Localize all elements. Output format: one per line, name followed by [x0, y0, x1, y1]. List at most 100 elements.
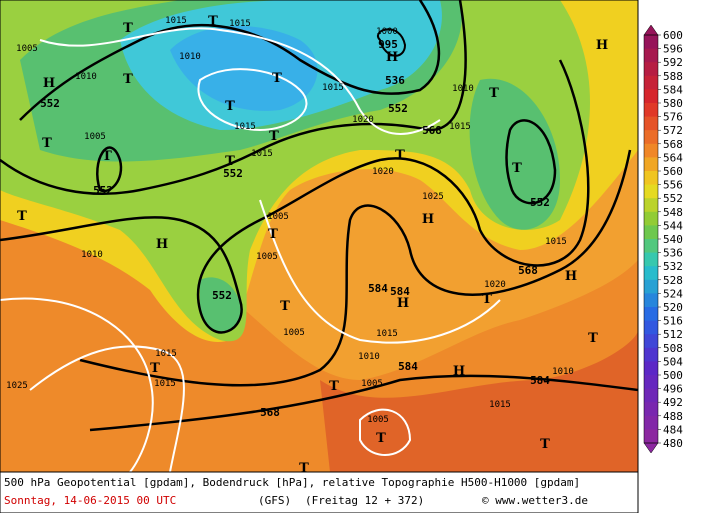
- color-scale-label: 488: [663, 410, 683, 423]
- color-scale-label: 592: [663, 56, 683, 69]
- pressure-contour-label: 1015: [154, 379, 176, 389]
- pressure-contour-label: 1015: [545, 237, 567, 247]
- height-contour-label: 552: [530, 196, 550, 209]
- pressure-contour-label: 1005: [256, 252, 278, 262]
- color-scale-label: 576: [663, 111, 683, 124]
- color-scale-label: 580: [663, 97, 683, 110]
- pressure-center: T: [225, 99, 235, 114]
- color-scale-label: 584: [663, 83, 683, 96]
- color-scale-label: 536: [663, 247, 683, 260]
- color-scale-step: [644, 239, 658, 254]
- pressure-center: T: [540, 437, 550, 452]
- pressure-contour-label: 1010: [75, 72, 97, 82]
- color-scale-step: [644, 157, 658, 172]
- pressure-center: T: [17, 209, 27, 224]
- footer-run: (Freitag 12 + 372): [305, 494, 424, 507]
- pressure-contour-label: 1015: [489, 400, 511, 410]
- height-contour-label: 552: [93, 184, 113, 197]
- pressure-center: H: [397, 296, 409, 311]
- height-contour-label: 552: [40, 97, 60, 110]
- pressure-contour-label: 1015: [165, 16, 187, 26]
- color-scale-label: 504: [663, 355, 683, 368]
- pressure-center: H: [453, 364, 465, 379]
- pressure-contour-label: 1010: [81, 250, 103, 260]
- pressure-center: T: [102, 149, 112, 164]
- footer-model: (GFS): [258, 494, 291, 507]
- color-scale-step: [644, 62, 658, 77]
- height-contour-label: 584: [368, 282, 388, 295]
- pressure-contour-label: 1005: [361, 379, 383, 389]
- pressure-center: H: [422, 212, 434, 227]
- pressure-contour-label: 1005: [84, 132, 106, 142]
- pressure-center: H: [156, 237, 168, 252]
- pressure-center: T: [269, 129, 279, 144]
- color-scale-step: [644, 307, 658, 322]
- height-contour-label: 536: [385, 74, 405, 87]
- color-scale-step: [644, 361, 658, 376]
- color-scale-label: 516: [663, 315, 683, 328]
- color-scale-label: 572: [663, 124, 683, 137]
- pressure-contour-label: 1020: [484, 280, 506, 290]
- height-contour-label: 995: [378, 38, 398, 51]
- pressure-contour-label: 1025: [422, 192, 444, 202]
- footer-description: 500 hPa Geopotential [gpdam], Bodendruck…: [4, 476, 580, 489]
- color-scale-step: [644, 198, 658, 213]
- color-scale-step: [644, 35, 658, 50]
- color-scale-label: 552: [663, 192, 683, 205]
- color-scale-label: 568: [663, 138, 683, 151]
- pressure-contour-label: 1010: [452, 84, 474, 94]
- pressure-contour-label: 1020: [372, 167, 394, 177]
- pressure-center: T: [150, 361, 160, 376]
- color-scale-label: 548: [663, 206, 683, 219]
- pressure-center: T: [268, 227, 278, 242]
- pressure-center: T: [482, 292, 492, 307]
- color-scale-label: 500: [663, 369, 683, 382]
- pressure-contour-label: 1015: [322, 83, 344, 93]
- color-scale-step: [644, 402, 658, 417]
- pressure-center: T: [376, 431, 386, 446]
- pressure-contour-label: 1015: [229, 19, 251, 29]
- color-scale-step: [644, 293, 658, 308]
- color-scale-label: 600: [663, 29, 683, 42]
- footer-date: Sonntag, 14-06-2015 00 UTC: [4, 494, 176, 507]
- color-scale-label: 520: [663, 301, 683, 314]
- pressure-contour-label: 1015: [234, 122, 256, 132]
- pressure-contour-label: 1005: [267, 212, 289, 222]
- color-scale-label: 532: [663, 260, 683, 273]
- pressure-contour-label: 1000: [376, 27, 398, 37]
- color-scale-label: 512: [663, 328, 683, 341]
- color-scale-step: [644, 211, 658, 226]
- pressure-contour-label: 1020: [352, 115, 374, 125]
- pressure-contour-label: 1025: [6, 381, 28, 391]
- color-scale-step: [644, 103, 658, 118]
- color-scale-step: [644, 429, 658, 444]
- footer: 500 hPa Geopotential [gpdam], Bodendruck…: [0, 471, 639, 513]
- pressure-contour-label: 1005: [16, 44, 38, 54]
- pressure-center: T: [299, 461, 309, 476]
- pressure-contour-label: 1015: [155, 349, 177, 359]
- color-scale-step: [644, 279, 658, 294]
- height-contour-label: 584: [390, 285, 410, 298]
- pressure-center: T: [42, 136, 52, 151]
- pressure-center: T: [512, 161, 522, 176]
- pressure-contour-label: 1010: [358, 352, 380, 362]
- pressure-center: T: [225, 154, 235, 169]
- pressure-center: H: [43, 76, 55, 91]
- height-contour-label: 552: [388, 102, 408, 115]
- pressure-contour-label: 1015: [449, 122, 471, 132]
- color-scale-step: [644, 388, 658, 403]
- color-scale-step: [644, 375, 658, 390]
- pressure-center: T: [280, 299, 290, 314]
- pressure-center: T: [395, 148, 405, 163]
- pressure-center: H: [386, 50, 398, 65]
- color-scale-label: 596: [663, 43, 683, 56]
- color-scale-step: [644, 89, 658, 104]
- color-scale-step: [644, 75, 658, 90]
- height-contour-label: 552: [212, 289, 232, 302]
- color-scale-step: [644, 252, 658, 267]
- color-scale-step: [644, 143, 658, 158]
- pressure-contour-label: 1005: [283, 328, 305, 338]
- pressure-center: T: [208, 14, 218, 29]
- color-scale-label: 492: [663, 396, 683, 409]
